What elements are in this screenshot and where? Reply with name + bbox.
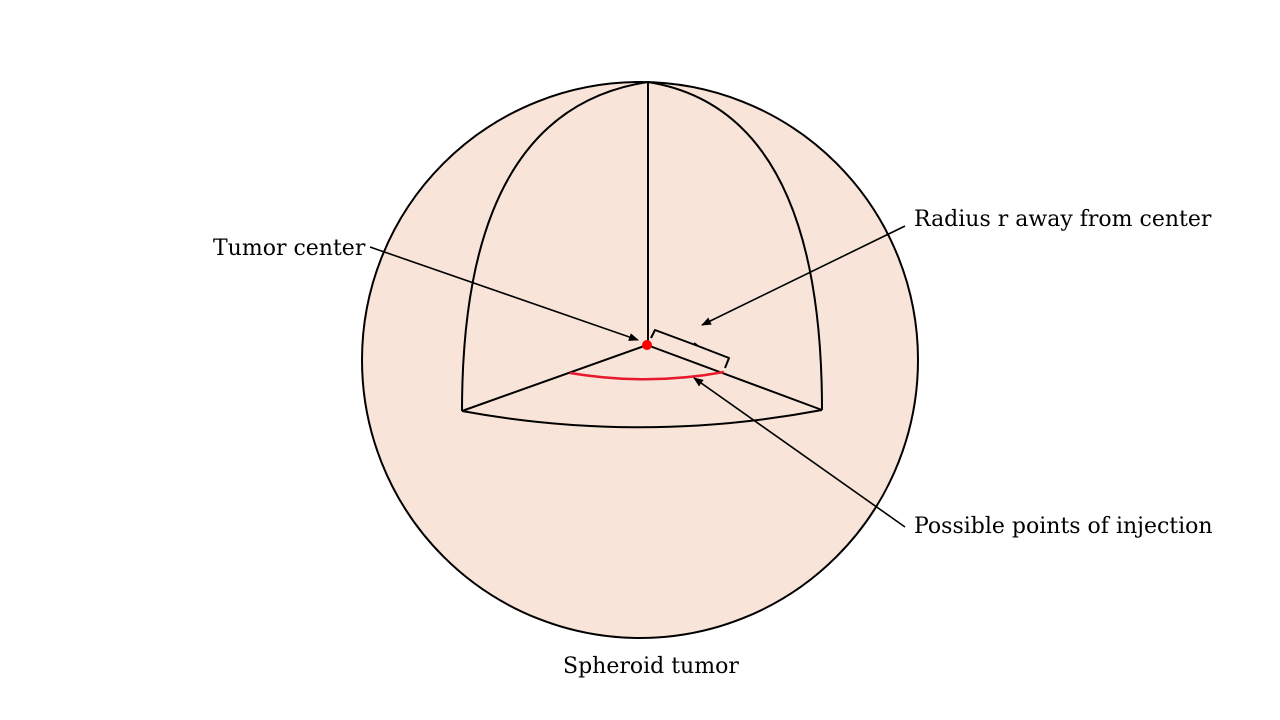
wedge-right-arc — [647, 81, 823, 411]
radius-arrow — [701, 225, 906, 326]
radius-bracket — [650, 329, 730, 369]
tumor-center-arrow — [369, 246, 639, 341]
injection-arc — [569, 370, 725, 381]
wedge-base-arc — [461, 409, 823, 429]
wedge-left-arc — [461, 81, 649, 412]
injection-arrow — [693, 377, 906, 528]
radius-label: Radius r away from center — [914, 207, 1212, 232]
injection-points-label: Possible points of injection — [914, 514, 1213, 539]
radial-line-left — [461, 344, 648, 412]
radial-line-right — [646, 344, 823, 411]
spheroid-outline — [361, 81, 919, 639]
spheroid-tumor-caption: Spheroid tumor — [563, 654, 739, 679]
tumor-center-dot — [642, 340, 652, 350]
tumor-center-label: Tumor center — [213, 236, 366, 261]
